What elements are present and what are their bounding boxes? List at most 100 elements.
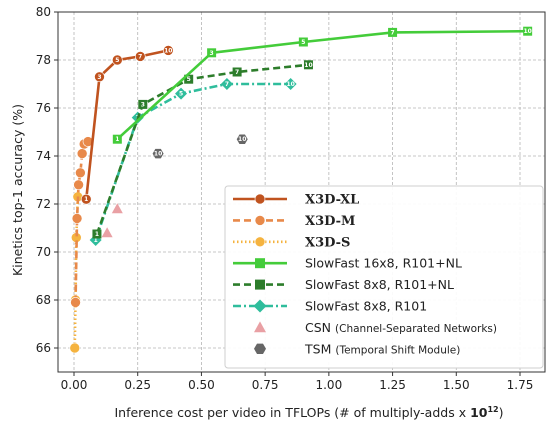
data-point-label: 10 (154, 151, 162, 158)
data-point-x3d-xl (134, 51, 146, 62)
legend-marker (254, 215, 266, 226)
y-tick-label: 66 (36, 341, 51, 355)
series-x3d-xl: 1 3 5 7 10 (80, 45, 174, 205)
legend-label: X3D-XL (305, 193, 359, 208)
data-point-label: 1 (95, 231, 99, 238)
data-point-label: 10 (164, 47, 172, 54)
legend-label-name: X3D-S (305, 235, 350, 250)
x-axis-title-end: ) (499, 405, 504, 420)
legend-item-slowfast-8x8-r101-nl: SlowFast 8x8, R101+NL (233, 277, 454, 292)
data-point-label: 5 (187, 76, 191, 83)
legend-item-x3d-s: X3D-S (233, 235, 350, 250)
legend-label-name: SlowFast 8x8, R101 (305, 299, 427, 314)
x-tick-label: 0.00 (61, 378, 88, 392)
data-point-label: 7 (225, 81, 229, 88)
legend-label: SlowFast 8x8, R101 (305, 299, 427, 314)
data-point-x3d-xl (94, 71, 105, 83)
data-point-label: 7 (235, 69, 239, 76)
data-point-label: 3 (97, 74, 101, 81)
data-point-label: 3 (210, 50, 214, 57)
x-axis-title-text: Inference cost per video in TFLOPs (# of… (114, 405, 470, 420)
legend-marker (253, 299, 267, 313)
y-tick-label: 76 (36, 101, 51, 115)
legend-label-suffix: (Channel-Separated Networks) (335, 323, 497, 335)
data-point-slowfast-16x8-r101-nl (388, 27, 398, 37)
x-tick-label: 1.25 (379, 378, 406, 392)
data-point-slowfast-8x8-r101-nl (138, 99, 148, 109)
data-point-label: 10 (304, 62, 312, 69)
legend-item-slowfast-16x8-r101-nl: SlowFast 16x8, R101+NL (233, 256, 462, 271)
data-point-slowfast-8x8-r101-nl (232, 67, 242, 77)
data-point-label: 7 (390, 29, 394, 36)
legend-label: X3D-S (305, 235, 350, 250)
data-point-slowfast-8x8-r101-nl (92, 229, 102, 239)
data-point-csn (111, 203, 123, 214)
series-tsm: 10 10 (152, 134, 248, 159)
data-point-slowfast-8x8-r101-nl (303, 60, 313, 70)
y-tick-label: 72 (36, 197, 51, 211)
legend-label-name: SlowFast 16x8, R101+NL (305, 256, 462, 271)
legend-label: TSM (Temporal Shift Module) (304, 341, 460, 356)
legend-label-suffix: (Temporal Shift Module) (335, 344, 460, 356)
legend-item-x3d-m: X3D-M (233, 214, 355, 229)
data-point-tsm (236, 134, 248, 144)
data-point-x3d-xl (80, 193, 92, 205)
data-point-label: 10 (523, 28, 531, 35)
legend-label: SlowFast 16x8, R101+NL (305, 256, 462, 271)
data-point-label: 1 (84, 196, 88, 203)
x-tick-label: 0.25 (124, 378, 151, 392)
legend-box (224, 185, 544, 369)
legend-label: SlowFast 8x8, R101+NL (305, 277, 454, 292)
legend-label: CSN (Channel-Separated Networks) (305, 320, 497, 335)
x-axis-title: Inference cost per video in TFLOPs (# of… (114, 405, 503, 420)
series-x3d-m (70, 136, 94, 308)
x-tick-label: 1.00 (315, 378, 342, 392)
data-point-csn (101, 227, 113, 238)
data-point-label: 3 (141, 101, 145, 108)
series-slowfast-16x8-r101-nl: 1 3 5 7 10 (112, 26, 533, 144)
plot-frame (57, 11, 546, 373)
data-point-label: 10 (286, 81, 294, 88)
y-tick-label: 74 (36, 149, 51, 163)
y-tick-label: 78 (36, 53, 51, 67)
data-point-x3d-xl (162, 45, 174, 56)
data-point-label: 5 (301, 39, 305, 46)
x-tick-label: 1.50 (443, 378, 470, 392)
data-point-x3d-m (75, 167, 86, 179)
data-point-x3d-m (70, 297, 81, 308)
data-point-x3d-s (69, 342, 81, 354)
series-csn (101, 203, 123, 238)
legend: X3D-XL X3D-M X3D-S SlowFast 16x8, R101+NL Sl… (224, 185, 544, 369)
data-point-x3d-m (71, 213, 83, 224)
data-point-slowfast-8x8-r101 (175, 87, 188, 100)
legend-label-name: TSM (304, 341, 331, 356)
x-axis-title-power: 10 (470, 405, 488, 420)
data-point-label: 5 (115, 57, 119, 64)
data-point-slowfast-16x8-r101-nl (523, 26, 533, 36)
legend-item-slowfast-8x8-r101: SlowFast 8x8, R101 (233, 299, 427, 314)
data-point-x3d-xl (112, 54, 123, 66)
legend-marker (254, 236, 266, 248)
y-tick-label: 80 (36, 5, 51, 19)
data-point-label: 7 (138, 53, 142, 60)
x-tick-label: 0.50 (188, 378, 215, 392)
data-point-slowfast-8x8-r101 (220, 78, 233, 90)
legend-label-name: X3D-M (305, 214, 355, 229)
x-tick-label: 0.75 (252, 378, 279, 392)
legend-label-name: CSN (305, 320, 331, 335)
data-point-label: 10 (238, 136, 246, 143)
legend-marker (254, 321, 266, 333)
legend-marker (254, 193, 266, 205)
data-point-x3d-m (76, 148, 88, 159)
y-tick-label: 70 (36, 245, 51, 259)
data-point-label: 1 (94, 237, 98, 244)
legend-marker (255, 258, 265, 269)
y-tick-label: 68 (36, 293, 51, 307)
legend-item-csn: CSN (Channel-Separated Networks) (254, 320, 497, 335)
legend-label-name: SlowFast 8x8, R101+NL (305, 277, 454, 292)
legend-label: X3D-M (305, 214, 355, 229)
data-point-slowfast-16x8-r101-nl (207, 48, 217, 58)
legend-item-x3d-xl: X3D-XL (233, 193, 359, 208)
